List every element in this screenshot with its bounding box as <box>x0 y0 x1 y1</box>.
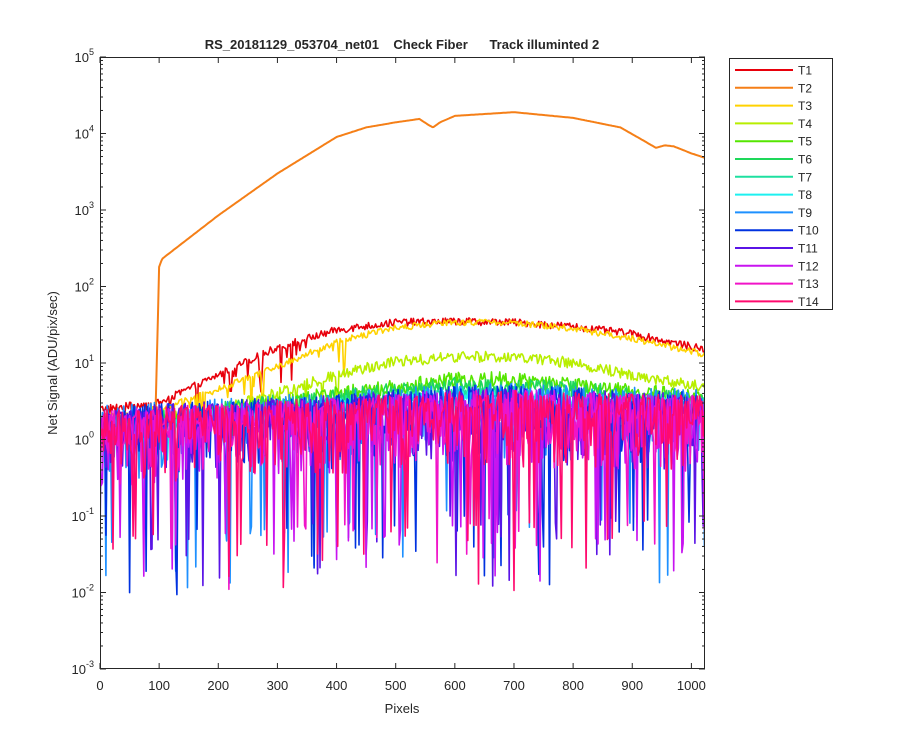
legend-label: T6 <box>798 153 812 167</box>
x-tick-label: 800 <box>562 678 584 693</box>
legend-label: T9 <box>798 206 812 220</box>
legend-label: T13 <box>798 277 819 291</box>
y-tick-base: 10 <box>75 50 89 65</box>
series-layer <box>100 111 705 596</box>
legend-label: T4 <box>798 117 812 131</box>
y-tick-label: 10-1 <box>72 506 94 524</box>
y-tick-label: 102 <box>75 277 94 295</box>
y-axis-label: Net Signal (ADU/pix/sec) <box>45 291 60 435</box>
legend-label: T8 <box>798 188 812 202</box>
y-tick-base: 10 <box>72 509 86 524</box>
series-line-t3 <box>100 318 705 454</box>
y-tick-base: 10 <box>75 280 89 295</box>
series-line-t2 <box>100 111 705 441</box>
y-tick-label: 10-3 <box>72 659 94 677</box>
series-line-t14 <box>100 389 705 592</box>
y-tick-exponent: 4 <box>89 124 94 134</box>
y-tick-exponent: 0 <box>89 430 94 440</box>
x-axis-label: Pixels <box>385 701 420 716</box>
y-tick-base: 10 <box>75 203 89 218</box>
x-tick-label: 100 <box>148 678 170 693</box>
y-tick-base: 10 <box>75 433 89 448</box>
y-tick-exponent: -2 <box>86 583 94 593</box>
x-tick-label: 1000 <box>677 678 706 693</box>
x-tick-label: 500 <box>385 678 407 693</box>
y-tick-label: 104 <box>75 124 94 142</box>
y-tick-label: 100 <box>75 430 94 448</box>
x-tick-label: 200 <box>207 678 229 693</box>
x-tick-label: 300 <box>267 678 289 693</box>
x-tick-label: 900 <box>621 678 643 693</box>
y-tick-label: 10-2 <box>72 583 94 601</box>
y-tick-label: 101 <box>75 353 94 371</box>
legend-label: T2 <box>798 81 812 95</box>
y-tick-base: 10 <box>75 356 89 371</box>
x-tick-label: 400 <box>326 678 348 693</box>
x-axis: 0 100 200 300 400 500 600 700 800 900 1000 <box>96 57 706 693</box>
y-tick-exponent: 3 <box>89 200 94 210</box>
y-tick-base: 10 <box>72 586 86 601</box>
chart-title: RS_20181129_053704_net01 Check Fiber Tra… <box>205 37 600 52</box>
y-tick-base: 10 <box>72 662 86 677</box>
legend-label: T11 <box>798 242 818 256</box>
y-tick-label: 105 <box>75 47 94 65</box>
x-tick-label: 600 <box>444 678 466 693</box>
legend: T1 T2 T3 T4 T5 T6 T7 T8 T9 T10 T11 T12 T13 T14 <box>729 58 833 310</box>
y-tick-exponent: -1 <box>86 506 94 516</box>
x-tick-label: 700 <box>503 678 525 693</box>
y-tick-exponent: 1 <box>89 353 94 363</box>
series-line-t1 <box>100 317 705 434</box>
y-tick-base: 10 <box>75 127 89 142</box>
series-line-t13 <box>100 389 705 591</box>
legend-label: T5 <box>798 135 812 149</box>
y-tick-label: 103 <box>75 200 94 218</box>
legend-label: T7 <box>798 170 812 184</box>
x-tick-label: 0 <box>96 678 103 693</box>
legend-box <box>729 58 833 310</box>
legend-label: T10 <box>798 224 819 238</box>
legend-label: T12 <box>798 259 819 273</box>
legend-label: T1 <box>798 64 812 78</box>
y-tick-exponent: 2 <box>89 277 94 287</box>
y-tick-exponent: -3 <box>86 659 94 669</box>
y-tick-exponent: 5 <box>89 47 94 57</box>
legend-label: T3 <box>798 99 812 113</box>
legend-label: T14 <box>798 295 819 309</box>
